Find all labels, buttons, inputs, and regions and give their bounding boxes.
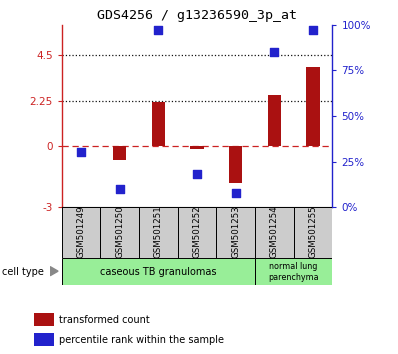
Text: GSM501252: GSM501252 <box>193 205 201 258</box>
Point <box>310 27 316 33</box>
Bar <box>306 67 320 146</box>
Polygon shape <box>50 267 58 276</box>
Point <box>155 27 162 33</box>
Title: GDS4256 / g13236590_3p_at: GDS4256 / g13236590_3p_at <box>97 9 297 22</box>
Text: GSM501251: GSM501251 <box>154 205 163 258</box>
Bar <box>100 207 139 258</box>
Bar <box>152 102 165 146</box>
Text: caseous TB granulomas: caseous TB granulomas <box>100 267 217 277</box>
Bar <box>267 95 281 146</box>
Bar <box>34 313 54 326</box>
Bar <box>139 207 178 258</box>
Bar <box>255 258 332 285</box>
Bar <box>62 258 255 285</box>
Bar <box>294 207 332 258</box>
Bar <box>217 207 255 258</box>
Point <box>78 150 84 155</box>
Text: GSM501254: GSM501254 <box>270 205 279 258</box>
Text: normal lung
parenchyma: normal lung parenchyma <box>268 262 319 282</box>
Point <box>194 171 200 177</box>
Text: GSM501249: GSM501249 <box>76 205 86 258</box>
Bar <box>178 207 217 258</box>
Bar <box>62 207 100 258</box>
Text: transformed count: transformed count <box>59 314 150 325</box>
Bar <box>255 207 294 258</box>
Text: GSM501255: GSM501255 <box>308 205 318 258</box>
Point <box>232 190 239 195</box>
Text: cell type: cell type <box>2 267 44 277</box>
Text: percentile rank within the sample: percentile rank within the sample <box>59 335 224 345</box>
Text: GSM501253: GSM501253 <box>231 205 240 258</box>
Point <box>271 49 277 55</box>
Bar <box>34 333 54 346</box>
Bar <box>229 146 242 183</box>
Bar <box>190 146 204 149</box>
Bar <box>113 146 127 160</box>
Text: GSM501250: GSM501250 <box>115 205 124 258</box>
Point <box>117 186 123 192</box>
